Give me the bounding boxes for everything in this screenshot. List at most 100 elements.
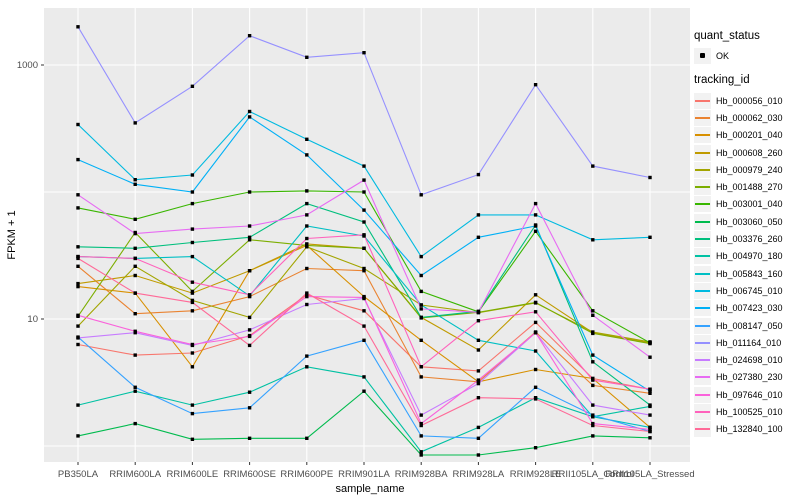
- data-point-Hb_005843_160: [533, 349, 538, 353]
- data-point-Hb_097646_010: [76, 313, 80, 317]
- data-point-Hb_005843_160: [419, 303, 423, 307]
- data-point-Hb_007423_030: [591, 353, 595, 357]
- data-point-Hb_006745_010: [247, 109, 252, 114]
- data-point-Hb_003060_050: [591, 434, 595, 438]
- legend-key-swatch: [694, 109, 711, 126]
- data-point-Hb_000056_010: [362, 309, 366, 313]
- data-point-Hb_000608_260: [76, 281, 80, 286]
- data-point-Hb_003060_050: [305, 436, 309, 440]
- data-point-Hb_007423_030: [419, 273, 423, 278]
- data-point-Hb_001488_270: [190, 289, 195, 294]
- data-point-Hb_004970_180: [305, 365, 309, 369]
- x-tick-label: RRIM928LA: [453, 469, 505, 480]
- data-point-Hb_008147_050: [419, 434, 423, 438]
- data-point-Hb_000056_010: [133, 353, 137, 357]
- legend-item-Hb_011164_010: Hb_011164_010: [694, 334, 781, 351]
- data-point-Hb_000062_030: [133, 312, 137, 316]
- data-point-Hb_003376_260: [362, 220, 366, 224]
- legend-item-label: Hb_003001_040: [716, 199, 783, 210]
- legend-item-label: Hb_011164_010: [716, 337, 782, 348]
- legend-key-line-icon: [695, 116, 710, 119]
- data-point-Hb_007423_030: [247, 115, 252, 119]
- data-point-Hb_003001_040: [533, 229, 538, 233]
- legend-item-label: Hb_005843_160: [716, 268, 783, 279]
- data-point-Hb_008147_050: [305, 354, 309, 358]
- data-point-Hb_007423_030: [476, 235, 481, 239]
- data-point-Hb_027380_230: [419, 307, 423, 311]
- legend-key-swatch: [694, 386, 711, 403]
- data-point-Hb_000608_260: [247, 269, 252, 273]
- x-tick-label: RRIM928LE: [510, 469, 562, 480]
- data-point-Hb_011164_010: [419, 193, 423, 197]
- data-point-Hb_100525_010: [533, 310, 538, 314]
- data-point-Hb_008147_050: [476, 436, 481, 440]
- data-point-Hb_011164_010: [247, 34, 252, 38]
- legend-key-swatch: [694, 421, 711, 438]
- data-point-Hb_132840_100: [419, 423, 423, 428]
- data-point-Hb_005843_160: [648, 425, 652, 430]
- data-point-Hb_000056_010: [76, 342, 80, 347]
- data-point-Hb_027380_230: [76, 193, 80, 197]
- legend-item-Hb_000062_030: Hb_000062_030: [694, 109, 783, 126]
- legend-key-swatch: [694, 352, 711, 369]
- legend-item-label: Hb_000062_030: [716, 112, 783, 123]
- legend-item-ok: OK: [694, 47, 729, 64]
- legend-key-line-icon: [695, 411, 710, 414]
- data-point-Hb_006745_010: [76, 122, 80, 127]
- data-point-Hb_000062_030: [648, 391, 652, 395]
- data-point-Hb_027380_230: [133, 231, 137, 236]
- data-point-Hb_097646_010: [591, 421, 595, 426]
- data-point-Hb_006745_010: [362, 164, 366, 168]
- data-point-Hb_003060_050: [476, 453, 481, 457]
- data-point-Hb_000062_030: [76, 264, 80, 268]
- data-point-Hb_000062_030: [419, 375, 423, 379]
- data-point-Hb_004970_180: [648, 404, 652, 409]
- legend-key-line-icon: [695, 341, 710, 344]
- legend-item-label: Hb_000056_010: [716, 95, 783, 106]
- legend-item-Hb_000608_260: Hb_000608_260: [694, 144, 783, 161]
- data-point-Hb_003060_050: [362, 389, 366, 393]
- legend-item-Hb_132840_100: Hb_132840_100: [694, 421, 783, 438]
- legend-item-Hb_024698_010: Hb_024698_010: [694, 352, 783, 369]
- legend-item-label: Hb_008147_050: [716, 320, 783, 331]
- legend-key-line-icon: [695, 238, 710, 241]
- legend-key-line-icon: [695, 393, 710, 396]
- data-point-Hb_011164_010: [76, 25, 80, 29]
- data-point-Hb_003376_260: [419, 315, 423, 320]
- data-point-Hb_004970_180: [247, 390, 252, 394]
- data-point-Hb_027380_230: [591, 313, 595, 317]
- data-point-Hb_000201_040: [76, 284, 80, 289]
- x-tick-label: RRIM600PE: [280, 469, 333, 480]
- legend-key-line-icon: [695, 428, 710, 431]
- data-point-Hb_097646_010: [419, 421, 423, 426]
- legend-item-label: Hb_024698_010: [716, 355, 783, 366]
- x-tick-label: RRIM600LA: [109, 469, 161, 480]
- legend-key-line-icon: [695, 203, 710, 206]
- data-point-Hb_006745_010: [133, 178, 137, 182]
- x-tick-label: RRIM901LA: [338, 469, 390, 480]
- data-point-Hb_011164_010: [133, 121, 137, 125]
- legend-key-line-icon: [695, 168, 710, 171]
- data-point-Hb_097646_010: [133, 329, 137, 333]
- x-tick-label: PB350LA: [58, 469, 99, 480]
- legend-key-swatch: [694, 334, 711, 351]
- data-point-Hb_011164_010: [476, 172, 481, 177]
- data-point-Hb_004970_180: [190, 403, 195, 407]
- data-point-Hb_100525_010: [247, 293, 252, 297]
- data-point-Hb_132840_100: [133, 291, 137, 295]
- legend-key-line-icon: [695, 359, 710, 362]
- data-point-Hb_097646_010: [533, 331, 538, 335]
- legend-key-swatch: [694, 404, 711, 421]
- legend-key-swatch: [694, 265, 711, 282]
- data-point-Hb_000056_010: [533, 320, 538, 325]
- data-point-Hb_000979_240: [76, 324, 80, 328]
- data-point-Hb_004970_180: [133, 389, 137, 393]
- legend-item-Hb_100525_010: Hb_100525_010: [694, 403, 783, 421]
- data-point-Hb_003060_050: [247, 436, 252, 440]
- data-point-Hb_003001_040: [305, 189, 309, 193]
- data-point-Hb_100525_010: [476, 319, 481, 323]
- data-point-Hb_000608_260: [476, 348, 481, 352]
- data-point-Hb_006745_010: [533, 213, 538, 217]
- data-point-Hb_011164_010: [305, 55, 309, 59]
- data-point-Hb_001488_270: [533, 300, 538, 305]
